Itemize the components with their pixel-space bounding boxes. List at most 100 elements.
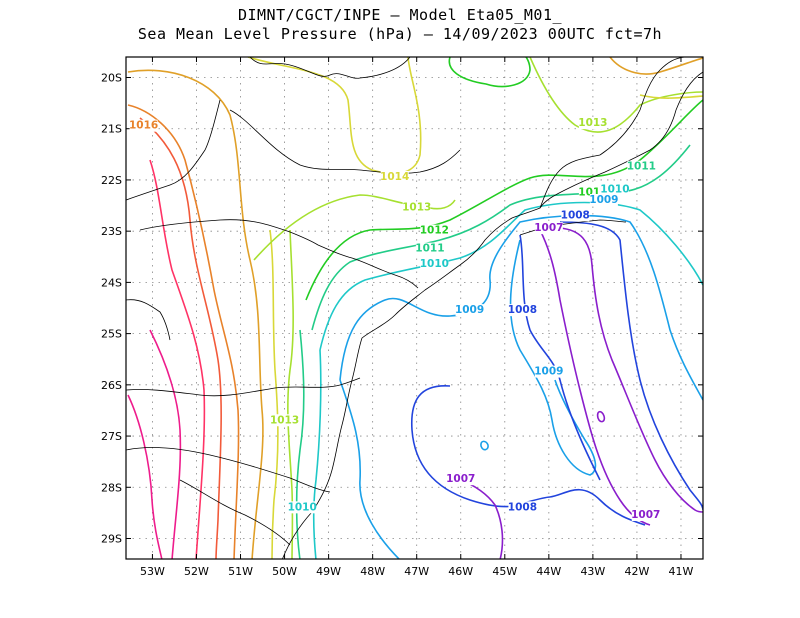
- isobar-1014-b: [269, 229, 279, 559]
- contour-label: 1010: [600, 184, 629, 196]
- contour-label: 1008: [561, 209, 590, 221]
- map-title-line2: Sea Mean Level Pressure (hPa) – 14/09/20…: [137, 25, 663, 43]
- contour-label: 1013: [402, 202, 431, 214]
- isobar-1012: [448, 57, 531, 88]
- contour-label-bg: [534, 365, 563, 378]
- isobar-1018: [149, 159, 206, 559]
- coastline: [281, 71, 703, 559]
- lon-tick-label: 43W: [580, 565, 605, 578]
- contour-label: 1009: [534, 366, 563, 378]
- isobar-1007-b: [559, 227, 703, 513]
- isobar-1006-cell: [596, 410, 606, 423]
- contour-label: 1010: [288, 501, 317, 513]
- contour-label: 1009: [455, 304, 484, 316]
- lat-tick-label: 25S: [101, 328, 122, 341]
- lon-tick-label: 47W: [404, 565, 429, 578]
- isobar-1012-b: [305, 99, 703, 301]
- contour-label: 1008: [508, 501, 537, 513]
- isobar-1010-b: [312, 349, 322, 559]
- contour-label-bg: [420, 224, 449, 237]
- rs-inner: [179, 479, 291, 546]
- isobar-1014: [247, 57, 422, 175]
- lat-tick-label: 22S: [101, 174, 122, 187]
- lat-tick-label: 27S: [101, 430, 122, 443]
- lon-tick-label: 53W: [140, 565, 165, 578]
- contour-label-bg: [129, 119, 158, 132]
- contour-label: 1012: [420, 225, 449, 237]
- lon-tick-label: 41W: [669, 565, 694, 578]
- lon-tick-label: 50W: [272, 565, 297, 578]
- lon-tick-label: 42W: [624, 565, 649, 578]
- lon-tick-label: 49W: [316, 565, 341, 578]
- isobar-1011-b: [295, 329, 305, 559]
- lat-tick-label: 21S: [101, 123, 122, 136]
- border-north: [249, 57, 411, 79]
- contour-label-bg: [578, 117, 607, 130]
- lon-tick-label: 46W: [448, 565, 473, 578]
- border-sc-rs: [126, 447, 331, 493]
- contour-label-bg: [627, 160, 656, 173]
- isobar-1009-b: [339, 379, 401, 559]
- isobar-1013: [253, 194, 456, 261]
- isobar-1007-c: [459, 479, 504, 559]
- isobar-1009-c: [509, 239, 597, 476]
- contour-label: 1010: [420, 258, 449, 270]
- isobar-1009-cell: [480, 440, 489, 451]
- lat-lon-grid: [126, 57, 703, 559]
- map-title-line1: DIMNT/CGCT/INPE – Model Eta05_M01_: [237, 6, 563, 24]
- contour-label-bg: [288, 501, 317, 514]
- contour-label: 1013: [578, 117, 607, 129]
- border-ar-py: [126, 99, 221, 201]
- contour-label: 1007: [446, 473, 475, 485]
- isobar-1016: [127, 104, 240, 559]
- axis-ticks: 20S 21S 22S 23S 24S 25S 26S 27S 28S 29S 53W 52W 51W 5…: [101, 57, 703, 578]
- border-west-a: [126, 299, 171, 341]
- contour-label-bg: [270, 414, 299, 427]
- contour-label-bg: [561, 209, 590, 222]
- contour-label: 1011: [415, 243, 444, 255]
- lon-tick-label: 48W: [360, 565, 385, 578]
- lat-tick-label: 29S: [101, 533, 122, 546]
- contour-label: 1014: [380, 171, 409, 183]
- isobar-1015: [127, 69, 264, 559]
- contour-label-bg: [508, 501, 537, 514]
- lon-tick-label: 52W: [184, 565, 209, 578]
- lon-tick-label: 45W: [492, 565, 517, 578]
- isobar-1008-b: [559, 221, 703, 511]
- isobar-1008: [519, 234, 601, 481]
- lon-tick-label: 44W: [536, 565, 561, 578]
- contour-labels: 1016101410131013101310121012101110111010…: [129, 117, 660, 522]
- border-mg-sp: [229, 109, 461, 174]
- isobar-1008-d: [549, 489, 646, 526]
- isobar-1019: [127, 394, 163, 559]
- lat-tick-label: 20S: [101, 71, 122, 84]
- isobar-1009: [339, 214, 703, 401]
- contour-label-bg: [415, 242, 444, 255]
- isobar-1013-far-east: [609, 57, 703, 75]
- isobar-1013-b: [287, 229, 294, 559]
- lat-tick-label: 28S: [101, 481, 122, 494]
- isobar-1010: [319, 201, 703, 351]
- contour-label-bg: [380, 170, 409, 183]
- border-rj: [539, 154, 601, 209]
- lon-tick-label: 51W: [228, 565, 253, 578]
- contour-label: 1007: [534, 222, 563, 234]
- lat-tick-label: 23S: [101, 225, 122, 238]
- contour-label-bg: [455, 304, 484, 317]
- contour-label-bg: [600, 183, 629, 196]
- border-ms-pr: [139, 219, 319, 246]
- border-pr-sc: [126, 377, 361, 397]
- contour-label: 1011: [627, 161, 656, 173]
- contour-label-bg: [508, 304, 537, 317]
- contour-label-bg: [402, 201, 431, 214]
- contour-label-bg: [589, 193, 618, 206]
- isobar-1011: [311, 144, 691, 331]
- lat-tick-label: 26S: [101, 379, 122, 392]
- contour-label-bg: [446, 473, 475, 486]
- contour-label: 1007: [631, 509, 660, 521]
- contour-label: 1016: [129, 120, 158, 132]
- contour-label: 1009: [589, 194, 618, 206]
- isobar-lines: [127, 57, 703, 559]
- map-frame: [125, 56, 704, 560]
